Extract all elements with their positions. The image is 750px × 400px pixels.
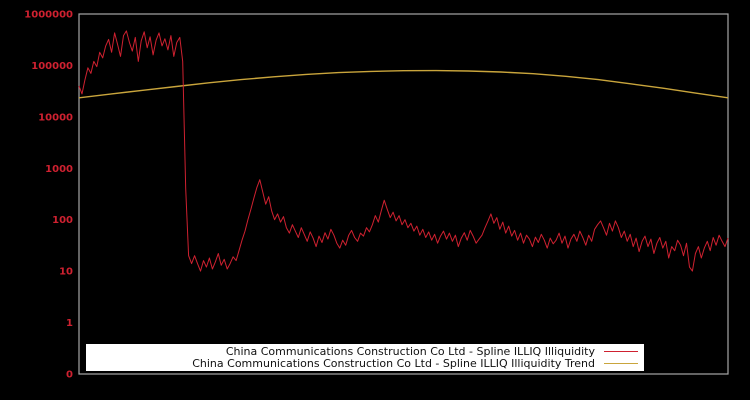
y-tick-label: 0 bbox=[66, 370, 73, 381]
legend-item-trend: China Communications Construction Co Ltd… bbox=[90, 356, 640, 370]
yellow-line-sample-icon bbox=[604, 363, 638, 364]
y-tick-label: 100000 bbox=[31, 61, 73, 72]
legend-label-trend: China Communications Construction Co Ltd… bbox=[192, 356, 595, 370]
illiquidity-line bbox=[78, 30, 729, 272]
y-tick-label: 1000000 bbox=[24, 10, 73, 21]
y-tick-label: 100 bbox=[52, 215, 73, 226]
y-tick-label: 1 bbox=[66, 318, 73, 329]
y-tick-label: 10 bbox=[59, 267, 73, 278]
y-tick-label: 10000 bbox=[38, 112, 73, 123]
y-tick-label: 1000 bbox=[45, 164, 73, 175]
plot-border bbox=[78, 13, 729, 375]
trend-line bbox=[78, 69, 729, 99]
red-line-sample-icon bbox=[604, 351, 638, 352]
legend: China Communications Construction Co Ltd… bbox=[86, 344, 644, 371]
legend-label-illiquidity: China Communications Construction Co Ltd… bbox=[225, 344, 595, 358]
legend-item-illiquidity: China Communications Construction Co Ltd… bbox=[90, 344, 640, 358]
